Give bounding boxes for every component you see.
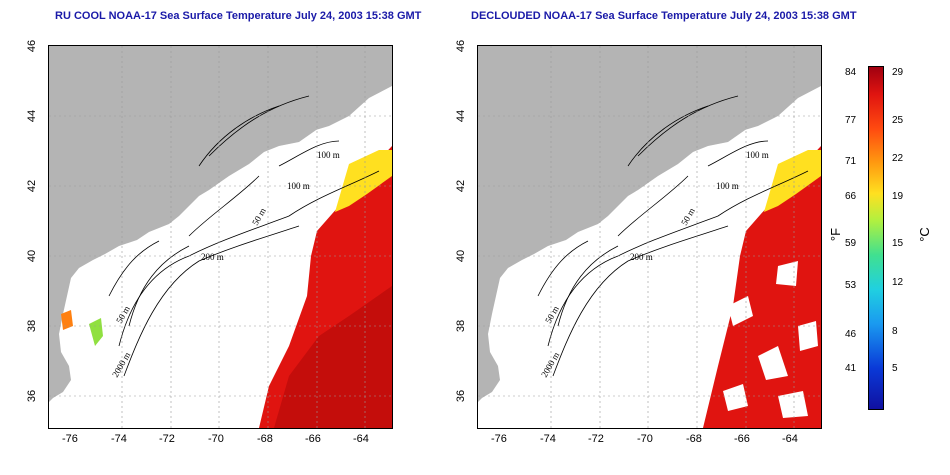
contour-label-200m: 200 m bbox=[201, 252, 224, 262]
contour-100m bbox=[557, 95, 769, 327]
fahrenheit-tick: 77 bbox=[845, 115, 857, 126]
fahrenheit-tick: 84 bbox=[845, 67, 857, 78]
nova-scotia bbox=[708, 60, 821, 132]
lat-tick: 40 bbox=[26, 249, 38, 263]
contour-200m bbox=[547, 170, 809, 347]
lon-tick: -66 bbox=[734, 433, 750, 445]
lon-tick: -64 bbox=[782, 433, 798, 445]
celsius-tick: 25 bbox=[892, 115, 904, 126]
cool-water-region bbox=[764, 150, 821, 212]
lat-tick: 42 bbox=[455, 179, 467, 193]
warm-water-region bbox=[703, 146, 821, 428]
lat-tick: 38 bbox=[26, 319, 38, 333]
left-map-title: RU COOL NOAA-17 Sea Surface Temperature … bbox=[55, 10, 422, 22]
lat-tick: 44 bbox=[26, 109, 38, 123]
contour-label-50m-coast: 50 m bbox=[114, 304, 132, 325]
left-map-canvas: 100 m 100 m 50 m 200 m 50 m 2000 m bbox=[49, 46, 392, 428]
cool-water-region bbox=[335, 150, 392, 212]
contour-label-2000m: 2000 m bbox=[539, 350, 561, 379]
lon-tick: -68 bbox=[257, 433, 273, 445]
contour-2000m bbox=[123, 225, 300, 377]
celsius-tick: 12 bbox=[892, 277, 904, 288]
celsius-tick: 5 bbox=[892, 363, 898, 374]
contour-2000m bbox=[552, 225, 729, 377]
contour-label-50m-gulf: 50 m bbox=[679, 206, 697, 227]
celsius-tick: 15 bbox=[892, 238, 904, 249]
fahrenheit-tick: 66 bbox=[845, 191, 857, 202]
land-mass bbox=[49, 46, 392, 402]
coastal-cool-patch bbox=[89, 318, 103, 346]
fahrenheit-tick: 46 bbox=[845, 329, 857, 340]
contour-label-2000m: 2000 m bbox=[110, 350, 132, 379]
right-map-panel: 100 m 100 m 50 m 200 m 50 m 2000 m bbox=[477, 45, 822, 429]
lat-tick: 36 bbox=[455, 389, 467, 403]
celsius-tick: 19 bbox=[892, 191, 904, 202]
lat-tick: 36 bbox=[26, 389, 38, 403]
lat-lon-grid bbox=[49, 46, 392, 428]
coastal-warm-patch bbox=[61, 310, 73, 330]
lon-tick: -72 bbox=[588, 433, 604, 445]
fahrenheit-unit-label: °F bbox=[828, 227, 844, 242]
contour-50m bbox=[537, 105, 709, 297]
right-map-title: DECLOUDED NOAA-17 Sea Surface Temperatur… bbox=[471, 10, 857, 22]
lon-tick: -70 bbox=[637, 433, 653, 445]
hot-water-region bbox=[274, 286, 392, 428]
contour-label-50m-coast: 50 m bbox=[543, 304, 561, 325]
lon-tick: -68 bbox=[686, 433, 702, 445]
contour-200m bbox=[118, 170, 380, 347]
lat-tick: 38 bbox=[455, 319, 467, 333]
lon-tick: -66 bbox=[305, 433, 321, 445]
lon-tick: -72 bbox=[159, 433, 175, 445]
lon-tick: -76 bbox=[491, 433, 507, 445]
contour-50m bbox=[108, 105, 280, 297]
lat-tick: 40 bbox=[455, 249, 467, 263]
contour-label-50m-gulf: 50 m bbox=[250, 206, 268, 227]
fahrenheit-tick: 59 bbox=[845, 238, 857, 249]
lon-tick: -74 bbox=[111, 433, 127, 445]
contour-label-100m-lower: 100 m bbox=[716, 181, 739, 191]
right-map-canvas: 100 m 100 m 50 m 200 m 50 m 2000 m bbox=[478, 46, 821, 428]
contour-label-100m-upper: 100 m bbox=[317, 150, 340, 160]
contour-label-100m-lower: 100 m bbox=[287, 181, 310, 191]
celsius-tick: 22 bbox=[892, 153, 904, 164]
temperature-colorbar bbox=[868, 66, 884, 410]
fahrenheit-tick: 53 bbox=[845, 280, 857, 291]
lat-tick: 46 bbox=[455, 39, 467, 53]
left-map-panel: 100 m 100 m 50 m 200 m 50 m 2000 m bbox=[48, 45, 393, 429]
celsius-tick: 29 bbox=[892, 67, 904, 78]
lon-tick: -74 bbox=[540, 433, 556, 445]
fahrenheit-tick: 41 bbox=[845, 363, 857, 374]
contour-100m bbox=[128, 95, 340, 327]
cloud-gaps bbox=[723, 261, 818, 418]
contour-label-200m: 200 m bbox=[630, 252, 653, 262]
nova-scotia bbox=[279, 60, 392, 132]
celsius-tick: 8 bbox=[892, 326, 898, 337]
lat-lon-grid bbox=[478, 46, 821, 428]
lon-tick: -64 bbox=[353, 433, 369, 445]
celsius-unit-label: °C bbox=[916, 227, 932, 242]
lon-tick: -76 bbox=[62, 433, 78, 445]
lat-tick: 46 bbox=[26, 39, 38, 53]
fahrenheit-tick: 71 bbox=[845, 156, 857, 167]
lat-tick: 44 bbox=[455, 109, 467, 123]
contour-label-100m-upper: 100 m bbox=[746, 150, 769, 160]
lat-tick: 42 bbox=[26, 179, 38, 193]
lon-tick: -70 bbox=[208, 433, 224, 445]
land-mass bbox=[478, 46, 821, 402]
